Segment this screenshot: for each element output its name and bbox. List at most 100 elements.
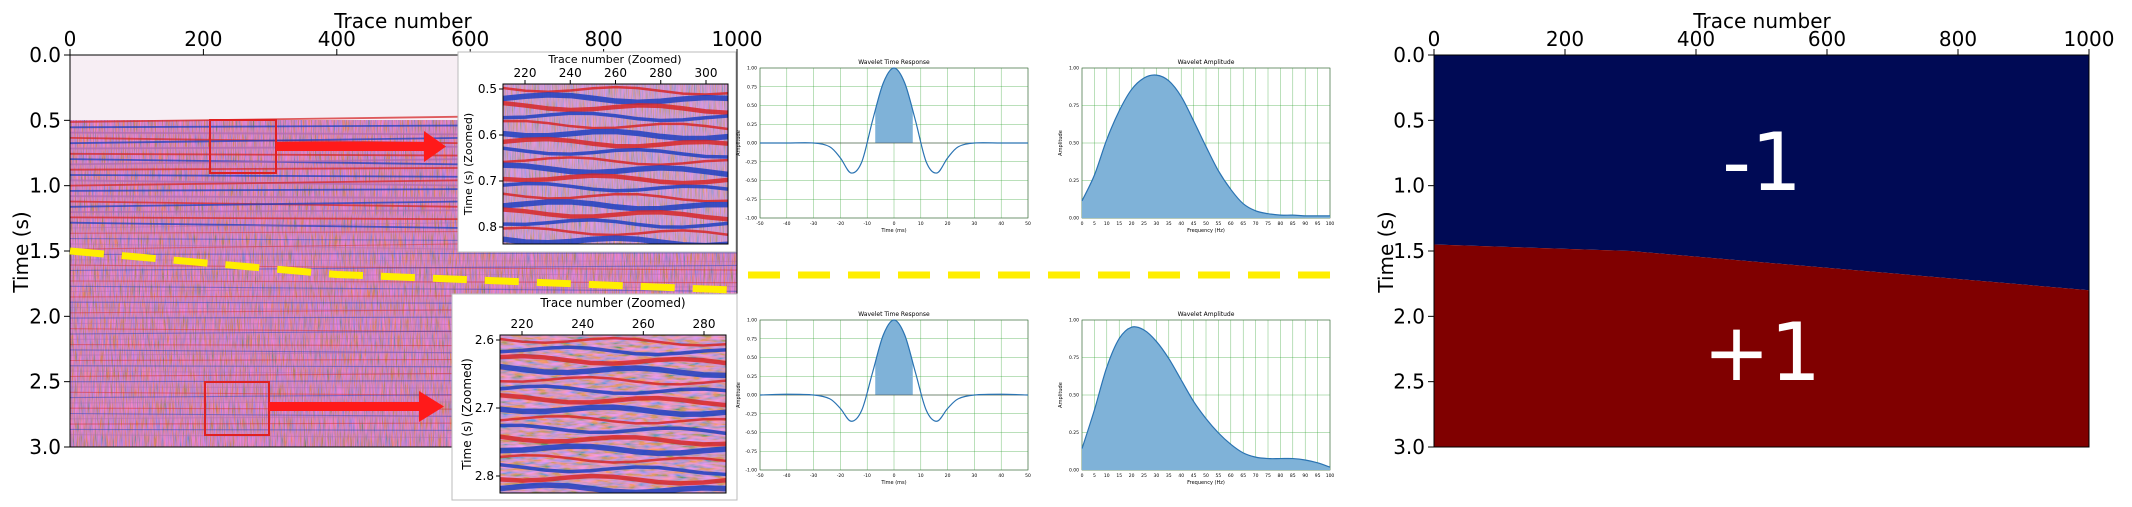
zoom-upper-y-tick-label: 0.5: [478, 82, 497, 96]
wavelet-time-lower-x-tick-label: -50: [756, 473, 763, 479]
wavelet-time-upper-y-label: Amplitude: [736, 130, 742, 156]
wavelet-amp-lower-x-label: Frequency (Hz): [1187, 480, 1225, 486]
zoom-lower-reflector: [500, 473, 726, 486]
wavelet-time-lower-x-label: Time (ms): [880, 480, 906, 486]
zoom-upper-reflector: [503, 100, 728, 116]
zoom-lower-x-tick-label: 240: [571, 317, 594, 331]
wavelet-time-lower-x-tick-label: 20: [945, 473, 951, 479]
wavelet-time-upper-y-tick-label: 0.50: [747, 103, 757, 109]
seismic-y-tick-label: 0.5: [29, 108, 61, 132]
zoom-lower-reflector: [500, 443, 726, 457]
wavelet-amp-upper-y-tick-label: 0.75: [1069, 103, 1079, 109]
seismic-y-axis-title: Time (s): [9, 211, 33, 293]
zoom-lower-y-tick-label: 2.6: [475, 333, 494, 347]
wavelet-time-lower-x-tick-label: 50: [1025, 473, 1031, 479]
wavelet-amp-lower-x-tick-label: 15: [1116, 473, 1122, 479]
label-x-tick-label: 1000: [2064, 27, 2115, 51]
wavelet-time-upper-x-label: Time (ms): [880, 228, 906, 234]
zoom-lower-x-tick-label: 220: [511, 317, 534, 331]
label-region-upper: [1434, 55, 2089, 291]
zoom-lower-y-title: Time (s) (Zoomed): [460, 358, 474, 471]
wavelet-time-lower-x-tick-label: -40: [783, 473, 790, 479]
wavelet-amp-upper-area: [1082, 75, 1330, 219]
label-y-tick-label: 1.0: [1393, 174, 1425, 198]
wavelet-time-upper-x-tick-label: 10: [918, 221, 924, 227]
wavelet-amp-lower-x-tick-label: 50: [1203, 473, 1209, 479]
wavelet-time-lower-y-tick-label: 0.00: [747, 393, 757, 399]
wavelet-amp-lower-x-tick-label: 45: [1191, 473, 1197, 479]
wavelet-time-upper-x-tick-label: 0: [893, 221, 896, 227]
wavelet-time-upper-line: [759, 67, 1028, 174]
zoom-upper-reflector: [503, 192, 728, 203]
seismic-reflector: [70, 286, 737, 293]
zoom-upper-x-tick-label: 300: [695, 66, 718, 80]
wavelet-time-upper-chart: Wavelet Time Response -50 -40 -30 -20 -10 0 10 2…: [736, 59, 1031, 234]
zoom-upper-reflector: [503, 199, 728, 212]
wavelet-amp-upper-x-tick-label: 80: [1278, 221, 1284, 227]
zoom-upper-x-title: Trace number (Zoomed): [547, 53, 681, 66]
zoom-lower-reflector: [500, 353, 726, 366]
wavelet-amp-upper-x-tick-label: 60: [1228, 221, 1234, 227]
wavelet-amp-lower-y-label: Amplitude: [1058, 382, 1064, 408]
label-x-tick-label: 200: [1546, 27, 1584, 51]
wavelet-amp-lower-y-tick-label: 1.00: [1069, 318, 1079, 324]
wavelet-time-upper-x-tick-label: -30: [810, 221, 817, 227]
zoom-lower-reflector: [500, 482, 726, 493]
zoom-upper-x-tick-label: 280: [649, 66, 672, 80]
wavelet-time-lower-y-tick-label: 1.00: [747, 318, 757, 324]
zoom-upper-reflector: [503, 226, 728, 237]
wavelet-amp-upper-line: [1081, 74, 1330, 217]
wavelet-time-upper-x-tick-label: -40: [783, 221, 790, 227]
seismic-reflector: [70, 285, 737, 292]
wavelet-amp-lower-x-tick-label: 10: [1104, 473, 1110, 479]
label-x-tick-label: 0: [1428, 27, 1441, 51]
zoom-upper-reflector: [503, 128, 728, 142]
seismic-x-tick-label: 200: [184, 27, 222, 51]
zoom-upper-y-title: Time (s) (Zoomed): [462, 113, 475, 216]
wavelet-time-upper-y-tick-label: -0.25: [745, 159, 757, 165]
wavelet-amp-upper-y-tick-label: 0.00: [1069, 216, 1079, 222]
label-panel: 0 200 400 600 800 1000 0.0 0.5 1.0 1.5 2.0 2.5 3.0 T…: [1374, 9, 2114, 459]
label-x-tick-label: 600: [1808, 27, 1846, 51]
wavelet-amp-lower-x-tick-label: 30: [1154, 473, 1160, 479]
wavelet-amp-upper-x-tick-label: 55: [1216, 221, 1222, 227]
wavelet-amp-upper-x-tick-label: 100: [1326, 221, 1335, 227]
wavelet-amp-upper-y-tick-label: 0.50: [1069, 141, 1079, 147]
wavelet-amp-upper-x-tick-label: 20: [1129, 221, 1135, 227]
wavelet-amp-lower-x-tick-label: 85: [1290, 473, 1296, 479]
zoom-lower-reflector: [500, 423, 726, 436]
wavelet-time-lower-x-tick-label: 10: [918, 473, 924, 479]
zoom-upper-reflector: [503, 119, 728, 131]
wavelet-time-lower-x-tick-label: -10: [864, 473, 871, 479]
wavelet-time-lower-chart: Wavelet Time Response -50 -40 -30 -20 -10 0 10 2…: [736, 311, 1031, 486]
wavelet-amp-upper-x-tick-label: 85: [1290, 221, 1296, 227]
wavelet-time-lower-y-tick-label: -0.50: [745, 430, 757, 436]
label-y-tick-label: 2.5: [1393, 370, 1425, 394]
label-y-axis-title: Time (s): [1374, 211, 1398, 293]
wavelet-time-upper-x-tick-label: 20: [945, 221, 951, 227]
wavelet-amp-upper-y-tick-label: 0.25: [1069, 178, 1079, 184]
label-x-tick-label: 400: [1677, 27, 1715, 51]
seismic-reflector: [70, 280, 737, 284]
wavelet-amp-lower-x-tick-label: 5: [1093, 473, 1096, 479]
zoom-upper-y-tick-label: 0.7: [478, 174, 497, 188]
seismic-y-tick-label: 1.0: [29, 174, 61, 198]
seismic-x-tick-label: 400: [318, 27, 356, 51]
wavelet-time-upper-y-tick-label: 0.25: [747, 122, 757, 128]
wavelet-time-lower-y-label: Amplitude: [736, 382, 742, 408]
zoom-lower-reflector: [500, 462, 726, 477]
zoom-upper-reflector: [503, 207, 728, 222]
zoom-upper-reflector: [503, 162, 728, 178]
wavelet-time-lower-y-tick-label: -1.00: [745, 468, 757, 474]
wavelet-time-lower-x-tick-label: 40: [998, 473, 1004, 479]
seismic-reflector: [70, 252, 737, 256]
zoom-upper-x-tick-label: 260: [604, 66, 627, 80]
seismic-y-tick-label: 0.0: [29, 43, 61, 67]
wavelet-time-lower-y-tick-label: -0.25: [745, 411, 757, 417]
zoom-lower-reflector: [500, 363, 726, 379]
wavelet-amp-lower-x-tick-label: 55: [1216, 473, 1222, 479]
wavelet-amp-lower-y-tick-label: 0.00: [1069, 468, 1079, 474]
wavelet-amp-upper-x-label: Frequency (Hz): [1187, 228, 1225, 234]
zoom-lower-x-tick-label: 260: [632, 317, 655, 331]
wavelet-time-lower-y-tick-label: -0.75: [745, 449, 757, 455]
